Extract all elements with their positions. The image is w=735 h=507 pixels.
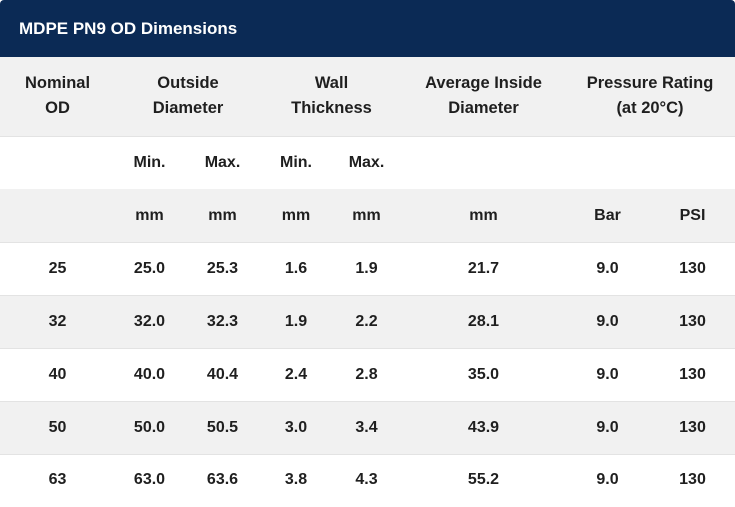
cell-psi: 130 — [679, 260, 706, 277]
header-row: Nominal OD Outside Diameter Wall Thickness … — [0, 57, 735, 136]
cell-od-max: 25.3 — [206, 260, 239, 277]
cell-wall-min: 2.4 — [284, 366, 308, 383]
cell-avg-id: 35.0 — [467, 366, 500, 383]
cell-wall-min: 3.0 — [284, 419, 308, 436]
subheader-wall-max: Max. — [348, 154, 385, 172]
unit-wall-max: mm — [352, 206, 381, 224]
dimensions-table: Nominal OD Outside Diameter Wall Thickness … — [0, 57, 735, 505]
cell-wall-min: 3.8 — [284, 471, 308, 489]
cell-od-min: 40.0 — [133, 366, 166, 383]
cell-nominal: 63 — [48, 471, 67, 489]
cell-avg-id: 28.1 — [467, 313, 500, 330]
unit-od-min: mm — [135, 206, 164, 224]
table-row: 63 63.0 63.6 3.8 4.3 55.2 9.0 130 — [0, 454, 735, 505]
cell-avg-id: 55.2 — [467, 471, 500, 489]
cell-psi: 130 — [679, 313, 706, 330]
cell-nominal: 50 — [48, 419, 67, 436]
cell-nominal: 40 — [48, 366, 67, 383]
unit-wall-min: mm — [281, 206, 311, 224]
unit-empty — [0, 189, 115, 242]
subheader-empty — [0, 136, 115, 189]
unit-bar: Bar — [594, 206, 621, 224]
subheader-empty — [402, 136, 565, 189]
table-title: MDPE PN9 OD Dimensions — [0, 0, 735, 57]
cell-psi: 130 — [679, 366, 706, 383]
cell-od-min: 63.0 — [133, 471, 166, 489]
subheader-empty — [650, 136, 735, 189]
cell-od-min: 50.0 — [133, 419, 166, 436]
units-row: mm mm mm mm mm Bar PSI — [0, 189, 735, 242]
cell-od-min: 25.0 — [133, 260, 166, 277]
header-nominal-od: Nominal OD — [24, 74, 91, 118]
unit-od-max: mm — [208, 206, 237, 224]
subheader-row: Min. Max. Min. Max. — [0, 136, 735, 189]
cell-bar: 9.0 — [596, 260, 619, 277]
cell-od-max: 40.4 — [206, 366, 239, 383]
header-wall-thickness: Wall Thickness — [291, 74, 372, 118]
cell-wall-min: 1.9 — [284, 313, 308, 330]
cell-od-min: 32.0 — [133, 313, 166, 330]
cell-nominal: 25 — [48, 260, 67, 277]
cell-wall-max: 4.3 — [355, 471, 378, 489]
cell-wall-max: 3.4 — [355, 419, 378, 436]
cell-wall-min: 1.6 — [284, 260, 308, 277]
cell-bar: 9.0 — [596, 313, 619, 330]
cell-od-max: 63.6 — [206, 471, 239, 489]
table-row: 50 50.0 50.5 3.0 3.4 43.9 9.0 130 — [0, 401, 735, 454]
table-row: 40 40.0 40.4 2.4 2.8 35.0 9.0 130 — [0, 348, 735, 401]
cell-wall-max: 2.8 — [355, 366, 378, 383]
unit-psi: PSI — [679, 206, 706, 224]
cell-avg-id: 21.7 — [467, 260, 500, 277]
subheader-od-max: Max. — [204, 154, 241, 172]
cell-psi: 130 — [679, 419, 706, 436]
subheader-wall-min: Min. — [280, 154, 312, 172]
subheader-empty — [565, 136, 650, 189]
header-pressure-rating: Pressure Rating (at 20°C) — [586, 74, 714, 118]
header-outside-diameter: Outside Diameter — [152, 74, 224, 118]
subheader-od-min: Min. — [133, 154, 166, 172]
cell-wall-max: 1.9 — [355, 260, 378, 277]
cell-psi: 130 — [679, 471, 706, 489]
cell-od-max: 50.5 — [206, 419, 239, 436]
cell-wall-max: 2.2 — [355, 313, 378, 330]
table-row: 25 25.0 25.3 1.6 1.9 21.7 9.0 130 — [0, 242, 735, 295]
cell-bar: 9.0 — [596, 471, 619, 489]
table-row: 32 32.0 32.3 1.9 2.2 28.1 9.0 130 — [0, 295, 735, 348]
cell-bar: 9.0 — [596, 366, 619, 383]
cell-od-max: 32.3 — [206, 313, 239, 330]
unit-avg-id: mm — [469, 206, 498, 224]
header-average-inside-diameter: Average Inside Diameter — [425, 74, 542, 118]
cell-bar: 9.0 — [596, 419, 619, 436]
cell-nominal: 32 — [48, 313, 67, 330]
cell-avg-id: 43.9 — [467, 419, 500, 436]
